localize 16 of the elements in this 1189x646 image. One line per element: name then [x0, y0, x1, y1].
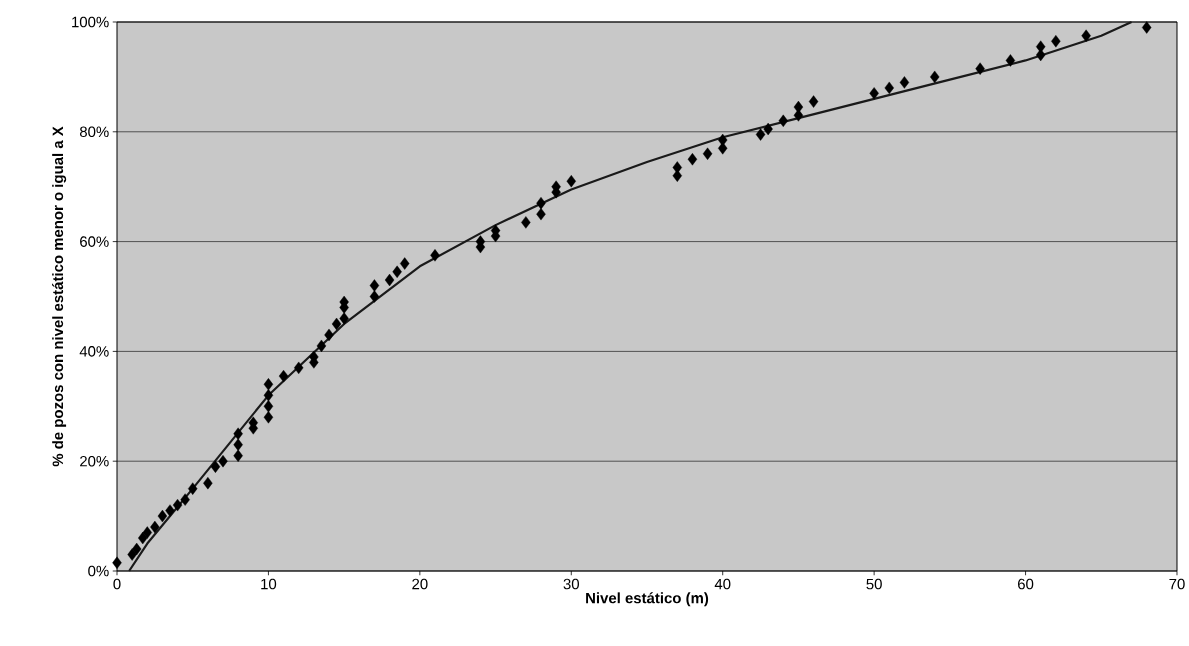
x-tick-label: 60: [1018, 578, 1034, 590]
x-tick-label: 30: [563, 578, 579, 590]
y-tick-label: 40%: [79, 346, 109, 357]
x-tick-label: 50: [866, 578, 882, 590]
x-tick-label: 0: [113, 578, 121, 590]
x-tick-label: 10: [261, 578, 277, 590]
x-tick-label: 20: [412, 578, 428, 590]
x-tick-label: 40: [714, 578, 731, 590]
y-axis-title: % de pozos con nivel estático menor o igual a X: [52, 126, 67, 467]
y-tick-label: 0%: [88, 565, 109, 577]
y-tick-label: 60%: [80, 236, 109, 247]
y-tick-label: 100%: [72, 16, 109, 28]
y-tick-label: 80%: [79, 126, 109, 138]
x-axis-title: Nivel estático (m): [586, 592, 709, 607]
y-tick-label: 20%: [80, 455, 109, 467]
x-tick-label: 70: [1169, 578, 1185, 590]
